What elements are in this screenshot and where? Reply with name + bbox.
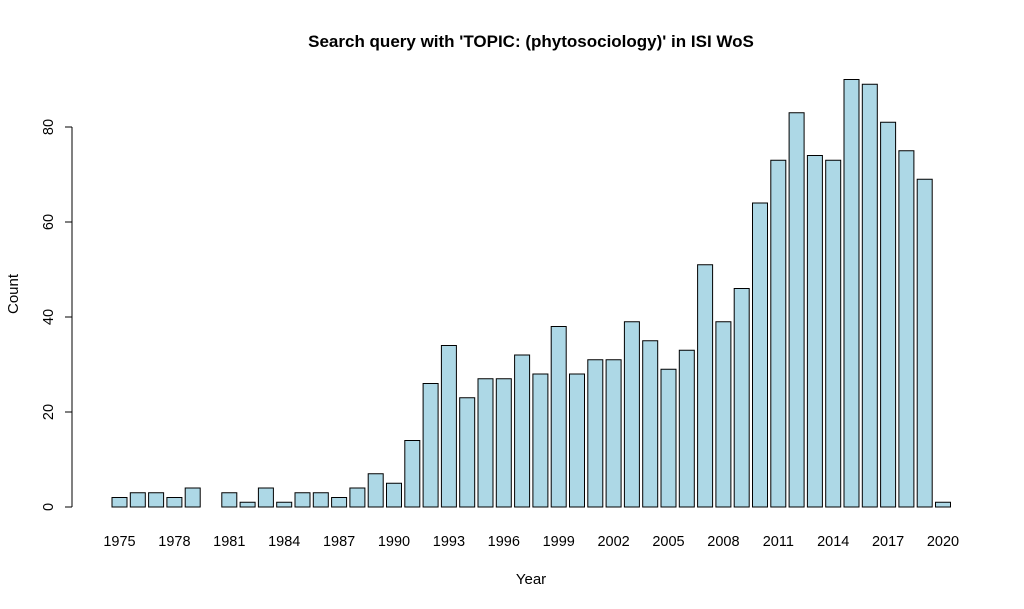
bar-2012	[788, 112, 805, 508]
bar-2020	[935, 501, 951, 508]
bar-1987	[331, 497, 348, 508]
x-axis-label: Year	[516, 571, 546, 588]
x-tick-label-2002: 2002	[597, 534, 629, 550]
x-tick-label-2008: 2008	[707, 534, 739, 550]
x-tick-label-1996: 1996	[488, 534, 520, 550]
bar-1988	[349, 487, 366, 508]
bar-1985	[294, 492, 311, 508]
y-tick-label-60: 60	[41, 214, 57, 230]
y-axis-label: Count	[5, 273, 22, 314]
x-tick-label-1975: 1975	[103, 534, 135, 550]
x-tick-label-2005: 2005	[652, 534, 684, 550]
bar-2017	[880, 121, 897, 508]
bar-2002	[605, 359, 622, 508]
bar-2006	[678, 349, 695, 508]
x-tick-label-1978: 1978	[158, 534, 190, 550]
bar-1983	[257, 487, 274, 508]
x-tick-label-1987: 1987	[323, 534, 355, 550]
x-tick-label-2014: 2014	[817, 534, 849, 550]
x-axis-tick-labels: 1975 1978 1981 1984 1987 1990 1993 1996 1999 2002…	[103, 534, 959, 550]
x-tick-label-2011: 2011	[763, 534, 794, 550]
bar-2016	[861, 83, 878, 508]
bar-2004	[642, 340, 659, 508]
y-tick-label-0: 0	[41, 503, 57, 511]
bar-2008	[715, 321, 732, 508]
x-tick-label-1993: 1993	[433, 534, 465, 550]
y-tick-label-40: 40	[41, 309, 57, 325]
bar-2013	[806, 155, 823, 508]
bar-2005	[660, 368, 677, 508]
bar-1976	[129, 492, 146, 508]
bar-1975	[111, 497, 128, 508]
bar-2019	[916, 178, 933, 508]
y-tick-label-80: 80	[41, 119, 57, 135]
y-tick-label-20: 20	[41, 404, 57, 420]
bar-1986	[312, 492, 329, 508]
bar-2010	[752, 202, 768, 508]
bar-2007	[697, 264, 714, 508]
bar-1978	[166, 497, 183, 508]
bar-2009	[733, 288, 750, 508]
bar-1977	[148, 492, 165, 508]
bar-1998	[532, 373, 549, 508]
x-tick-label-1981: 1981	[213, 534, 245, 550]
bar-1984	[276, 501, 293, 508]
bar-1991	[404, 440, 421, 508]
x-tick-label-2017: 2017	[872, 534, 904, 550]
bar-1982	[239, 501, 256, 508]
bar-1997	[514, 354, 531, 508]
bar-2003	[623, 321, 640, 508]
bar-1992	[422, 383, 439, 508]
x-tick-label-2020: 2020	[927, 534, 959, 550]
bar-1989	[367, 473, 384, 508]
bar-2001	[587, 359, 604, 508]
bar-1981	[221, 492, 238, 508]
x-tick-label-1984: 1984	[268, 534, 300, 550]
bar-2011	[770, 159, 787, 508]
chart-title: Search query with 'TOPIC: (phytosociolog…	[308, 32, 754, 51]
x-tick-label-1990: 1990	[378, 534, 410, 550]
bar-1993	[440, 345, 457, 508]
bar-1994	[459, 397, 476, 508]
bars-group	[111, 79, 951, 508]
x-tick-label-1999: 1999	[543, 534, 575, 550]
bar-1979	[184, 487, 201, 508]
bar-1999	[550, 326, 567, 508]
bar-2015	[843, 79, 860, 508]
y-axis: 0 20 40 60 80	[41, 119, 73, 511]
bar-2014	[825, 159, 842, 508]
bar-1995	[477, 378, 494, 508]
bar-1990	[386, 482, 402, 508]
bar-1996	[495, 378, 512, 508]
bar-2018	[898, 150, 915, 508]
bar-2000	[569, 373, 585, 508]
